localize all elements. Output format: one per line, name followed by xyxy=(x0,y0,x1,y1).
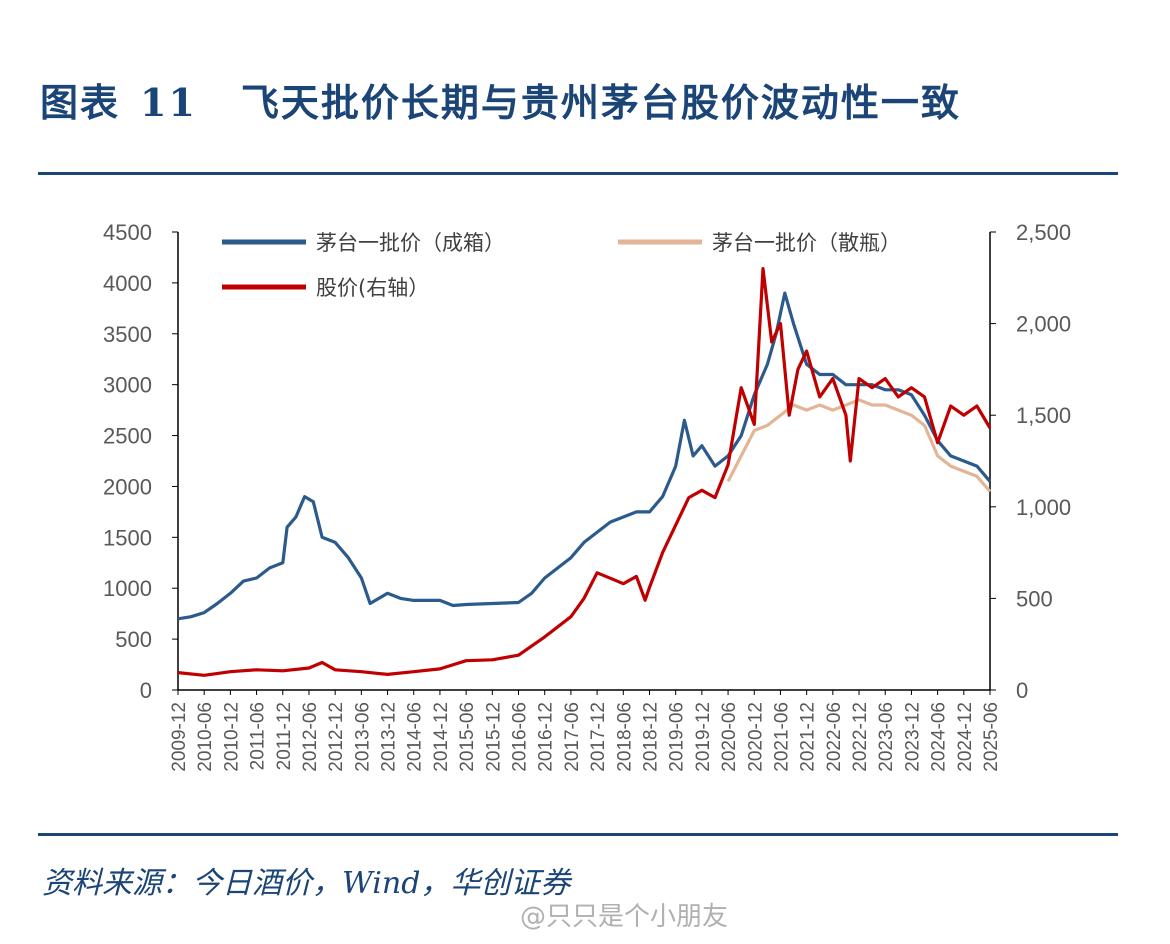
figure-title: 飞天批价长期与贵州茅台股价波动性一致 xyxy=(240,80,961,125)
x-tick-label: 2018-12 xyxy=(640,702,661,772)
x-tick-label: 2013-12 xyxy=(379,702,400,772)
x-tick-label: 2011-06 xyxy=(248,702,269,770)
top-rule xyxy=(38,172,1118,175)
y-right-tick-label: 2,000 xyxy=(1016,312,1071,337)
x-tick-label: 2019-12 xyxy=(693,702,714,772)
legend-item-bottle-price: 茅台一批价（散瓶） xyxy=(618,231,901,255)
x-tick-label: 2010-06 xyxy=(195,702,216,772)
legend-item-case-price: 茅台一批价（成箱） xyxy=(222,231,505,255)
stock-price-line xyxy=(177,267,992,677)
legend-item-stock-price: 股价(右轴） xyxy=(222,276,429,300)
legend-label: 股价(右轴） xyxy=(316,276,429,300)
legend: 茅台一批价（成箱） 茅台一批价（散瓶） 股价(右轴） xyxy=(222,231,901,300)
x-tick-label: 2014-12 xyxy=(431,702,452,772)
x-tick-label: 2017-12 xyxy=(588,702,609,772)
x-tick-label: 2015-12 xyxy=(483,702,504,772)
bottom-rule xyxy=(38,833,1118,836)
x-tick-label: 2016-12 xyxy=(536,702,557,772)
figure-label: 图表 xyxy=(40,80,121,125)
x-tick-label: 2020-06 xyxy=(719,702,740,772)
x-tick-label: 2018-06 xyxy=(614,702,635,772)
y-left-tick-label: 2000 xyxy=(103,474,152,499)
source-note: 资料来源：今日酒价，Wind，华创证券 xyxy=(42,866,571,901)
y-right-tick-label: 0 xyxy=(1016,678,1028,703)
y-left-tick-label: 2500 xyxy=(103,424,152,449)
x-tick-label: 2025-06 xyxy=(981,702,1002,772)
y-left-tick-label: 500 xyxy=(115,627,152,652)
y-left-tick-label: 3000 xyxy=(103,373,152,398)
x-tick-label: 2019-06 xyxy=(667,702,688,772)
x-tick-label: 2020-12 xyxy=(745,702,766,772)
x-tick-label: 2023-06 xyxy=(876,702,897,772)
legend-label: 茅台一批价（成箱） xyxy=(316,231,505,255)
x-tick-label: 2016-06 xyxy=(510,702,531,772)
x-tick-label: 2023-12 xyxy=(902,702,923,772)
y-left-tick-label: 4500 xyxy=(103,220,152,245)
figure-number: 11 xyxy=(140,80,197,125)
x-tick-label: 2012-12 xyxy=(326,702,347,772)
x-tick-label: 2015-06 xyxy=(457,702,478,772)
x-tick-label: 2024-06 xyxy=(929,702,950,772)
x-tick-label: 2010-12 xyxy=(221,702,242,772)
x-tick-label: 2012-06 xyxy=(300,702,321,772)
y-left-tick-label: 4000 xyxy=(103,271,152,296)
x-tick-label: 2011-12 xyxy=(274,702,295,770)
y-right-tick-label: 2,500 xyxy=(1016,220,1071,245)
y-left-tick-label: 1500 xyxy=(103,525,152,550)
x-tick-label: 2021-06 xyxy=(771,702,792,772)
y-left-tick-label: 1000 xyxy=(103,576,152,601)
case-price-line xyxy=(177,291,992,621)
y-right-tick-label: 1,000 xyxy=(1016,495,1071,520)
x-tick-label: 2021-12 xyxy=(798,702,819,772)
x-tick-label: 2009-12 xyxy=(169,702,190,772)
x-tick-label: 2022-06 xyxy=(824,702,845,772)
chart-title: 图表 11 飞天批价长期与贵州茅台股价波动性一致 xyxy=(40,72,961,127)
series-lines xyxy=(177,267,992,677)
y-left-tick-label: 3500 xyxy=(103,322,152,347)
y-right-tick-label: 1,500 xyxy=(1016,403,1071,428)
x-tick-label: 2014-06 xyxy=(405,702,426,772)
watermark-text: @只只是个小朋友 xyxy=(520,902,729,932)
y-right-tick-label: 500 xyxy=(1016,586,1053,611)
y-left-tick-label: 0 xyxy=(140,678,152,703)
x-tick-label: 2017-06 xyxy=(562,702,583,772)
legend-label: 茅台一批价（散瓶） xyxy=(712,231,901,255)
bottle-price-line xyxy=(726,398,992,493)
x-tick-label: 2013-06 xyxy=(352,702,373,772)
x-tick-label: 2024-12 xyxy=(955,702,976,772)
x-tick-label: 2022-12 xyxy=(850,702,871,772)
axes: 4500 4000 3500 3000 2500 2000 1500 1000 500 0 2,50… xyxy=(103,220,1071,772)
